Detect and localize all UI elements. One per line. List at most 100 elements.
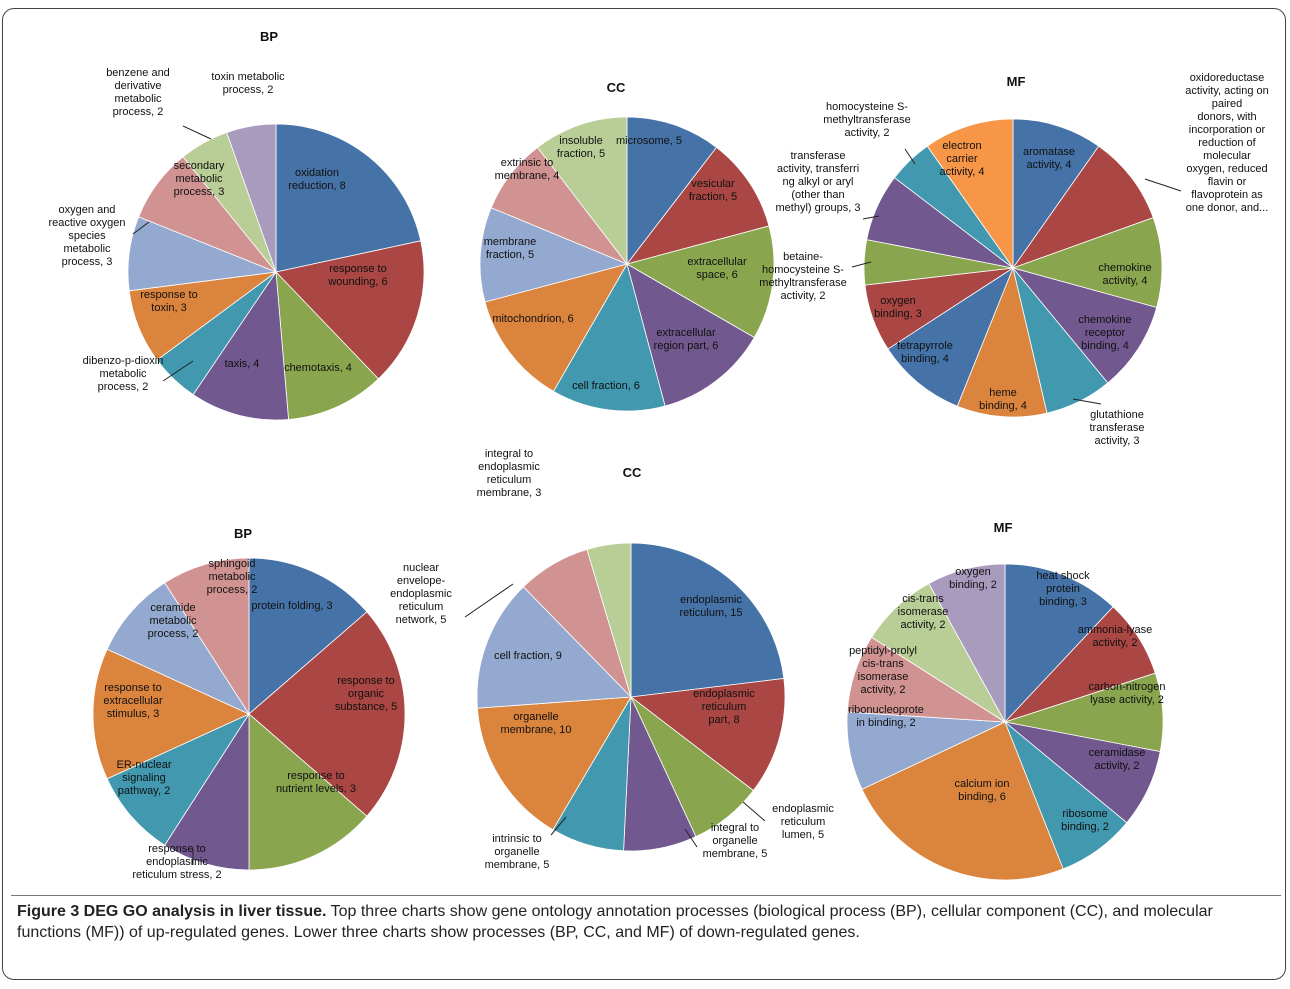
slice-label: ribonucleoprote in binding, 2 <box>848 704 924 729</box>
pie-chart-1: BP oxidation reduction, 8 response to woundi… <box>48 29 425 421</box>
slice-label: glutathione transferase activity, 3 <box>1089 409 1144 447</box>
pie-slice <box>928 563 1006 723</box>
slice-label: cell fraction, 6 <box>572 380 640 392</box>
slice-label: response to toxin, 3 <box>140 289 197 314</box>
slice-label: secondary metabolic process, 3 <box>174 160 225 198</box>
slice-label: nuclear envelope-endoplasmic reticulum netw… <box>390 562 452 626</box>
label-leader-line <box>684 828 698 848</box>
slice-label: integral to organelle membrane, 5 <box>703 822 768 860</box>
pie-slice <box>92 648 250 780</box>
slice-label: microsome, 5 <box>616 135 682 147</box>
slice-label: endoplasmic reticulum, 15 <box>680 594 743 619</box>
slice-label: endoplasmic reticulum part, 8 <box>693 688 755 726</box>
pie-chart-5: CC endoplasmic reticulum, 15 endoplasmic ret… <box>390 448 834 871</box>
caption-text: Top three charts show gene ontology anno… <box>17 903 1213 941</box>
label-leader-line <box>862 215 880 220</box>
slice-label: chemokine receptor binding, 4 <box>1078 314 1131 352</box>
slice-label: response to extracellular stimulus, 3 <box>103 682 163 720</box>
slice-label: benzene and derivative metabolic process, 2 <box>106 67 170 118</box>
pie-slice <box>625 225 775 339</box>
pie-slice <box>926 118 1014 270</box>
label-leader-line <box>550 816 567 836</box>
label-leader-line <box>1072 398 1102 405</box>
slice-label: extrinsic to membrane, 4 <box>495 157 560 182</box>
label-leader-line <box>1144 178 1182 192</box>
pie-slice <box>586 542 632 698</box>
slice-label: oxygen and reactive oxygen species metaboli… <box>48 204 125 268</box>
slice-label: response to organic substance, 5 <box>335 675 397 713</box>
slice-label: intrinsic to organelle membrane, 5 <box>485 833 550 871</box>
chart-title: BP <box>234 526 252 541</box>
label-leader-line <box>742 801 766 822</box>
chart-title: CC <box>623 465 642 480</box>
slice-label: extracellular region part, 6 <box>654 327 719 352</box>
slice-label: membrane fraction, 5 <box>484 236 537 261</box>
slice-label: response to wounding, 6 <box>327 263 387 288</box>
pie-slice <box>484 263 628 392</box>
slice-label: peptidyl-prolyl cis-trans isomerase activit… <box>849 645 917 696</box>
pie-slice <box>275 123 422 273</box>
label-leader-line <box>464 583 514 618</box>
slice-label: dibenzo-p-dioxin metabolic process, 2 <box>83 355 164 393</box>
pie-slice <box>630 542 785 698</box>
label-leader-line <box>132 221 150 235</box>
pie-slice <box>164 557 250 716</box>
slice-label: ribosome binding, 2 <box>1061 808 1109 833</box>
pie-slice <box>106 582 251 715</box>
slice-label: extracellular space, 6 <box>687 256 747 281</box>
slice-label: electron carrier activity, 4 <box>939 140 984 178</box>
pie-slice <box>479 207 629 303</box>
label-leader-line <box>851 261 872 268</box>
pie-chart-2: CC microsome, 5 vesicular fraction, 5 extrac… <box>479 80 775 412</box>
pie-slice <box>476 586 632 709</box>
chart-title: CC <box>607 80 626 95</box>
caption-title: Figure 3 DEG GO analysis in liver tissue… <box>17 903 327 920</box>
slice-label: chemotaxis, 4 <box>284 362 352 374</box>
slice-label: organelle membrane, 10 <box>501 711 572 736</box>
chart-title: MF <box>1007 74 1026 89</box>
pie-slice <box>626 116 718 266</box>
pie-slice <box>248 713 368 871</box>
pie-slice <box>192 270 289 421</box>
pie-slice <box>1011 217 1163 308</box>
pie-slice <box>625 146 770 265</box>
pie-slice <box>106 713 251 846</box>
pie-slice <box>956 266 1048 418</box>
slice-label: toxin metabolic process, 2 <box>211 71 285 96</box>
slice-label: chemokine activity, 4 <box>1098 262 1151 287</box>
pie-slice <box>1011 267 1158 384</box>
slice-label: insoluble fraction, 5 <box>557 135 605 160</box>
slice-label: response to nutrient levels, 3 <box>276 770 356 795</box>
slice-label: ER-nuclear signaling pathway, 2 <box>116 759 171 797</box>
slice-label: calcium ion binding, 6 <box>954 778 1009 803</box>
slice-label: sphingoid metabolic process, 2 <box>207 558 258 596</box>
slice-label: transferase activity, transferri ng alkyl … <box>776 150 861 214</box>
pie-slice <box>1004 563 1114 724</box>
pie-slice <box>552 262 666 412</box>
pie-slice <box>164 712 250 871</box>
slice-label: betaine-homocysteine S-methyltransferase… <box>759 251 846 302</box>
slice-label: heat shock protein binding, 3 <box>1036 570 1090 608</box>
pie-chart-3: MF aromatase activity, 4 oxidoreductase acti… <box>759 72 1269 447</box>
slice-label: oxidoreductase activity, acting on paired d… <box>1185 72 1269 214</box>
pie-slice <box>248 611 406 817</box>
slice-label: mitochondrion, 6 <box>492 313 573 325</box>
pie-chart-4: BP protein folding, 3 response to organic su… <box>92 526 406 881</box>
slice-label: endoplasmic reticulum lumen, 5 <box>772 803 834 841</box>
slice-label: oxygen binding, 3 <box>874 295 922 320</box>
label-leader-line <box>182 125 212 140</box>
slice-label: homocysteine S-methyltransferase activity… <box>823 101 910 139</box>
chart-title: BP <box>260 29 278 44</box>
slice-label: cell fraction, 9 <box>494 650 562 662</box>
pie-slice <box>629 677 786 792</box>
slice-label: cis-trans isomerase activity, 2 <box>898 593 949 631</box>
pie-slice <box>476 696 632 831</box>
slice-label: ceramidase activity, 2 <box>1089 747 1146 772</box>
slice-label: ammonia-lyase activity, 2 <box>1078 624 1153 649</box>
pie-slice <box>887 266 1014 407</box>
figure-caption: Figure 3 DEG GO analysis in liver tissue… <box>17 901 1279 943</box>
slice-label: heme binding, 4 <box>979 387 1027 412</box>
pie-slice <box>626 263 755 407</box>
slice-label: vesicular fraction, 5 <box>689 178 737 203</box>
pie-slice <box>1011 145 1154 269</box>
